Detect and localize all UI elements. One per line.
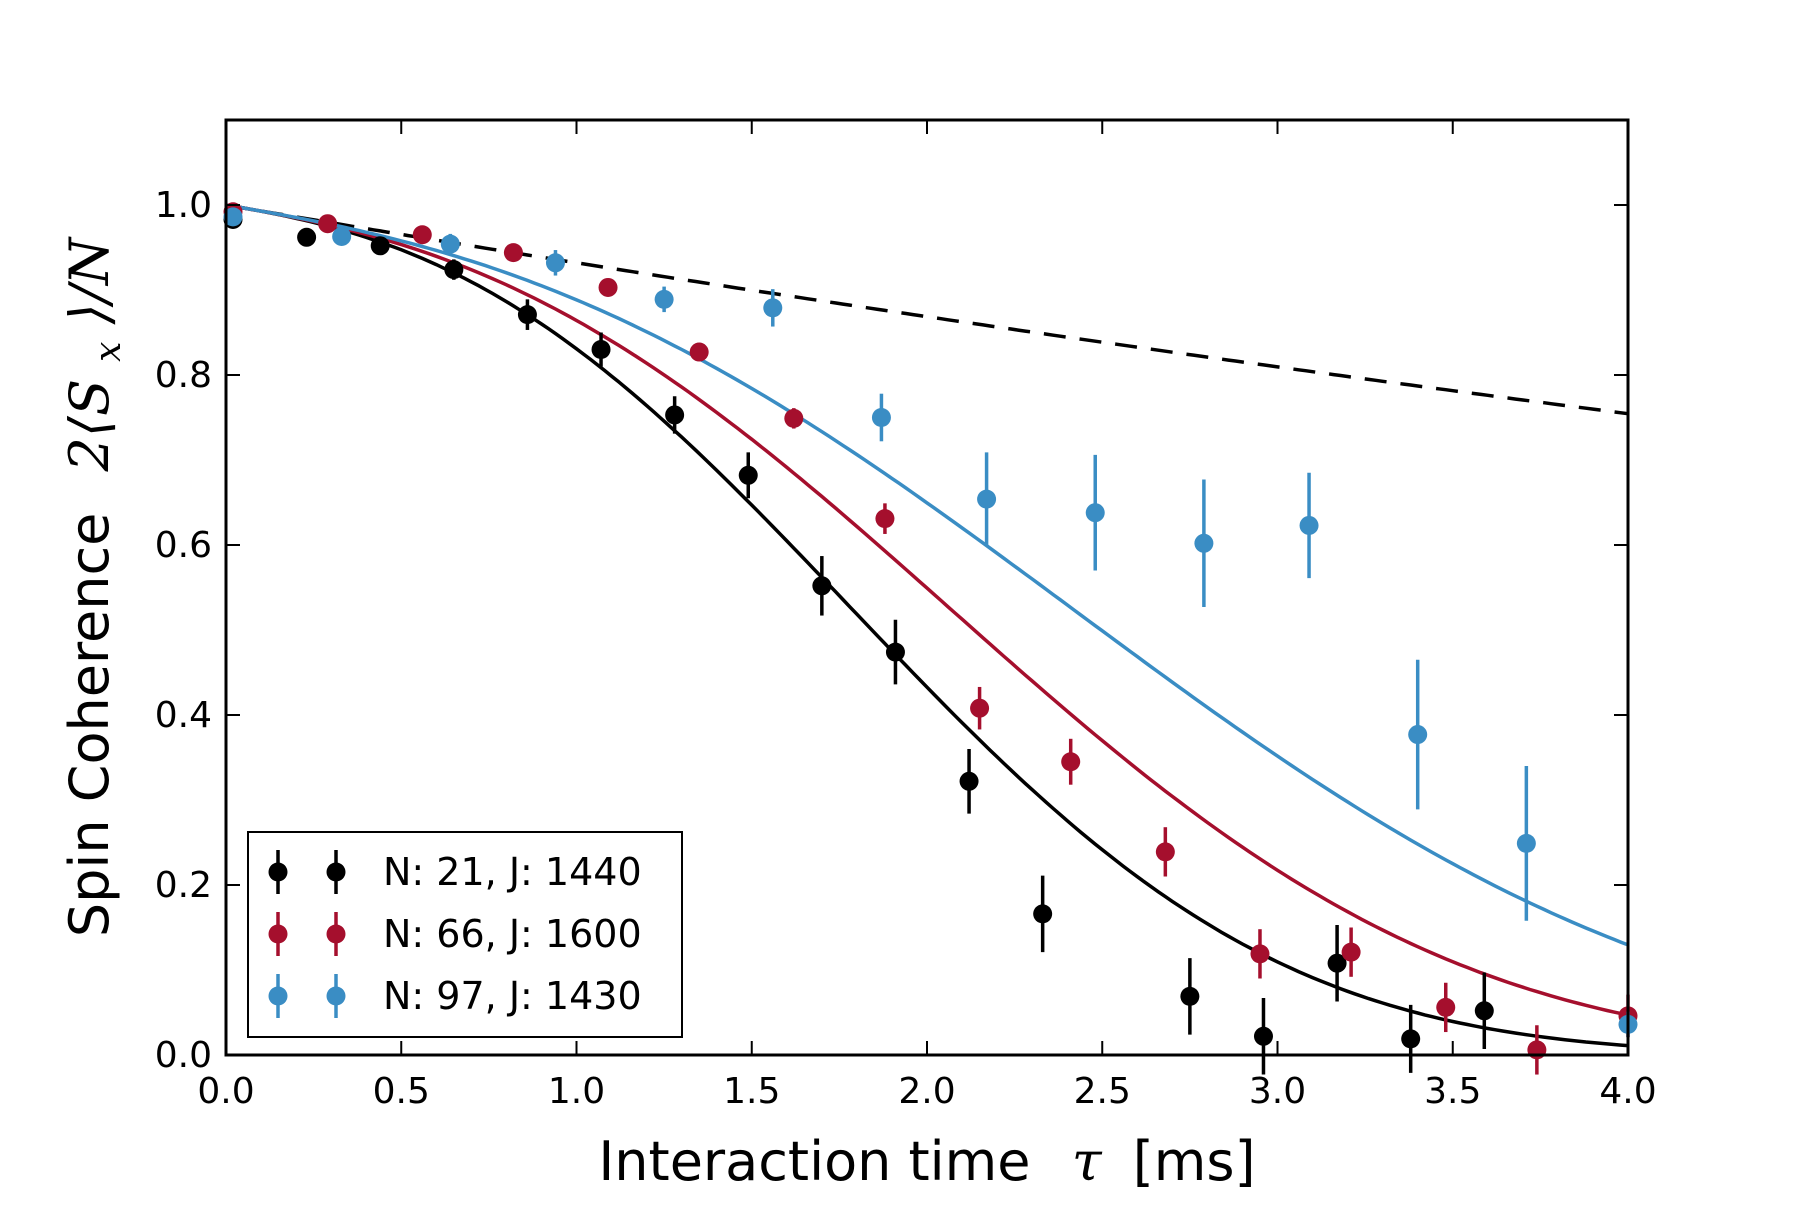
- x-tick-label: 1.0: [548, 1071, 605, 1112]
- y-tick-label: 0.0: [155, 1035, 212, 1076]
- legend-marker: [268, 924, 288, 944]
- data-point: [654, 289, 674, 309]
- data-point: [1155, 842, 1175, 862]
- data-point: [1401, 1029, 1421, 1049]
- data-point: [875, 509, 895, 529]
- y-axis-symbol-tail: ⟩/N: [58, 236, 121, 325]
- data-point: [1253, 1026, 1273, 1046]
- x-tick-label: 0.0: [197, 1071, 254, 1112]
- data-point: [591, 340, 611, 359]
- legend-label: N: 66, J: 1600: [383, 912, 642, 956]
- legend: N: 21, J: 1440 N: 66, J: 1600 N: 97, J: 14…: [247, 831, 683, 1038]
- y-tick-label: 1.0: [155, 185, 212, 226]
- data-point: [1474, 1001, 1494, 1021]
- x-tick-label: 0.5: [373, 1071, 430, 1112]
- data-point: [444, 260, 464, 280]
- data-point: [1033, 904, 1053, 924]
- legend-marker: [326, 924, 346, 944]
- series-2: [223, 202, 1638, 1075]
- data-point: [812, 576, 832, 596]
- data-point: [598, 277, 618, 297]
- x-tick-label: 4.0: [1599, 1071, 1656, 1112]
- x-axis-symbol: τ: [1072, 1130, 1103, 1193]
- data-point: [1180, 986, 1200, 1006]
- data-point: [297, 227, 317, 247]
- y-tick-label: 0.8: [155, 355, 212, 396]
- data-point: [970, 698, 990, 718]
- legend-marker: [326, 862, 346, 882]
- x-axis-label-text: Interaction time: [598, 1130, 1030, 1193]
- x-tick-label: 1.5: [723, 1071, 780, 1112]
- axis-ticks: 0.0 0.5 1.0 1.5 2.0 2.5 3.0 3.5 4.0 0.0 0.2 0.4 0.6 0…: [155, 120, 1657, 1112]
- data-point: [885, 642, 905, 662]
- data-point: [1061, 752, 1081, 772]
- x-axis-label: Interaction time τ [ms]: [598, 1130, 1255, 1193]
- x-tick-label: 2.5: [1074, 1071, 1131, 1112]
- data-points: [223, 202, 1638, 1075]
- data-point: [689, 342, 709, 362]
- y-tick-label: 0.4: [155, 695, 212, 736]
- legend-marker: [268, 862, 288, 882]
- data-point: [1250, 944, 1270, 964]
- x-tick-label: 2.0: [898, 1071, 955, 1112]
- y-axis-label-text: Spin Coherence: [58, 513, 121, 938]
- data-point: [1408, 725, 1428, 745]
- data-point: [1194, 533, 1214, 553]
- data-point: [1085, 503, 1105, 523]
- data-point: [318, 214, 338, 234]
- y-tick-label: 0.6: [155, 525, 212, 566]
- series-3: [223, 207, 1638, 1038]
- y-tick-label: 0.2: [155, 865, 212, 906]
- data-point: [1327, 953, 1347, 973]
- y-axis-label: Spin Coherence 2⟨S x ⟩/N: [58, 236, 133, 937]
- data-point: [1436, 997, 1456, 1017]
- data-point: [332, 226, 352, 246]
- data-point: [763, 298, 783, 318]
- data-point: [1527, 1040, 1547, 1060]
- y-axis-symbol-sub: x: [88, 342, 129, 362]
- legend-marker: [326, 986, 346, 1006]
- legend-box: [247, 831, 683, 1038]
- data-point: [784, 408, 804, 428]
- x-axis-unit: [ms]: [1133, 1130, 1256, 1193]
- data-point: [1341, 942, 1361, 962]
- data-point: [370, 236, 390, 256]
- x-tick-label: 3.5: [1424, 1071, 1481, 1112]
- reference-dashed-line: [225, 203, 1629, 416]
- data-point: [977, 489, 997, 509]
- data-point: [503, 243, 523, 263]
- y-axis-symbol: 2⟨S: [58, 379, 121, 472]
- data-point: [1516, 833, 1536, 853]
- data-point: [871, 408, 891, 427]
- data-point: [665, 405, 685, 425]
- legend-label: N: 97, J: 1430: [383, 974, 642, 1018]
- x-tick-label: 3.0: [1249, 1071, 1306, 1112]
- data-point: [223, 207, 243, 227]
- data-point: [738, 465, 758, 485]
- data-point: [1299, 515, 1319, 535]
- legend-label: N: 21, J: 1440: [383, 850, 642, 894]
- legend-marker: [268, 986, 288, 1006]
- fit-curve-series-3: [225, 203, 1629, 947]
- data-point: [412, 225, 432, 245]
- data-point: [959, 771, 979, 791]
- data-point: [545, 253, 565, 273]
- data-point: [440, 234, 460, 254]
- data-point: [517, 305, 537, 325]
